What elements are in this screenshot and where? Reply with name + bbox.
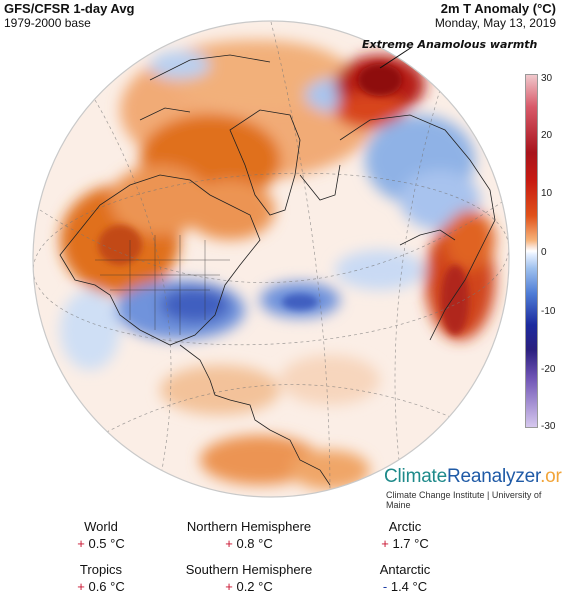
brand-logo[interactable]: ClimateReanalyzer.org bbox=[384, 466, 562, 488]
stat-sign: + bbox=[77, 579, 85, 594]
stat-value: 0.5 °C bbox=[88, 536, 125, 551]
header-left: GFS/CFSR 1-day Avg 1979-2000 base bbox=[4, 1, 135, 31]
date-label: Monday, May 13, 2019 bbox=[434, 16, 556, 30]
annotation-pointer bbox=[379, 46, 413, 69]
stat-value: 0.2 °C bbox=[236, 579, 273, 594]
colorbar-tick: -30 bbox=[541, 421, 556, 432]
stat-sign: + bbox=[225, 579, 233, 594]
stat-world: World + 0.5 °C bbox=[56, 518, 146, 552]
map-annotation: Extreme Anamolous warmth bbox=[362, 38, 538, 51]
stat-label: Arctic bbox=[388, 519, 422, 534]
brand-part-climate: Climate bbox=[384, 466, 448, 487]
brand-credit: Climate Change Institute | University of… bbox=[386, 490, 542, 510]
stat-sign: + bbox=[381, 536, 389, 551]
baseline-label: 1979-2000 base bbox=[4, 16, 91, 30]
variable-title: 2m T Anomaly (°C) bbox=[440, 1, 556, 16]
stat-sign: - bbox=[382, 579, 388, 594]
stat-northern-hemisphere: Northern Hemisphere + 0.8 °C bbox=[174, 518, 324, 552]
colorbar-tick: 30 bbox=[541, 73, 553, 84]
colorbar-tick: 20 bbox=[541, 130, 553, 141]
stat-sign: + bbox=[225, 536, 233, 551]
colorbar-tick: -10 bbox=[541, 306, 556, 317]
stat-label: Northern Hemisphere bbox=[186, 519, 312, 534]
stat-southern-hemisphere: Southern Hemisphere + 0.2 °C bbox=[174, 561, 324, 595]
stat-antarctic: Antarctic - 1.4 °C bbox=[360, 561, 450, 595]
stat-arctic: Arctic + 1.7 °C bbox=[360, 518, 450, 552]
stat-label: World bbox=[84, 519, 118, 534]
colorbar-tick: 0 bbox=[541, 247, 547, 258]
stat-label: Tropics bbox=[79, 562, 123, 577]
stat-value: 1.7 °C bbox=[392, 536, 429, 551]
colorbar-tick: -20 bbox=[541, 364, 556, 375]
stat-tropics: Tropics + 0.6 °C bbox=[56, 561, 146, 595]
colorbar bbox=[525, 74, 538, 428]
stat-sign: + bbox=[77, 536, 85, 551]
stat-value: 0.6 °C bbox=[88, 579, 125, 594]
colorbar-tick: 10 bbox=[541, 188, 553, 199]
stat-value: 1.4 °C bbox=[390, 579, 428, 594]
brand-part-reanalyzer: Reanalyzer bbox=[447, 466, 541, 487]
stat-label: Antarctic bbox=[379, 562, 431, 577]
stat-value: 0.8 °C bbox=[236, 536, 273, 551]
stat-label: Southern Hemisphere bbox=[185, 562, 313, 577]
product-title: GFS/CFSR 1-day Avg bbox=[4, 1, 135, 16]
brand-part-org: .org bbox=[540, 466, 562, 487]
globe-outline bbox=[32, 20, 510, 498]
header-right: 2m T Anomaly (°C) Monday, May 13, 2019 bbox=[434, 1, 556, 31]
